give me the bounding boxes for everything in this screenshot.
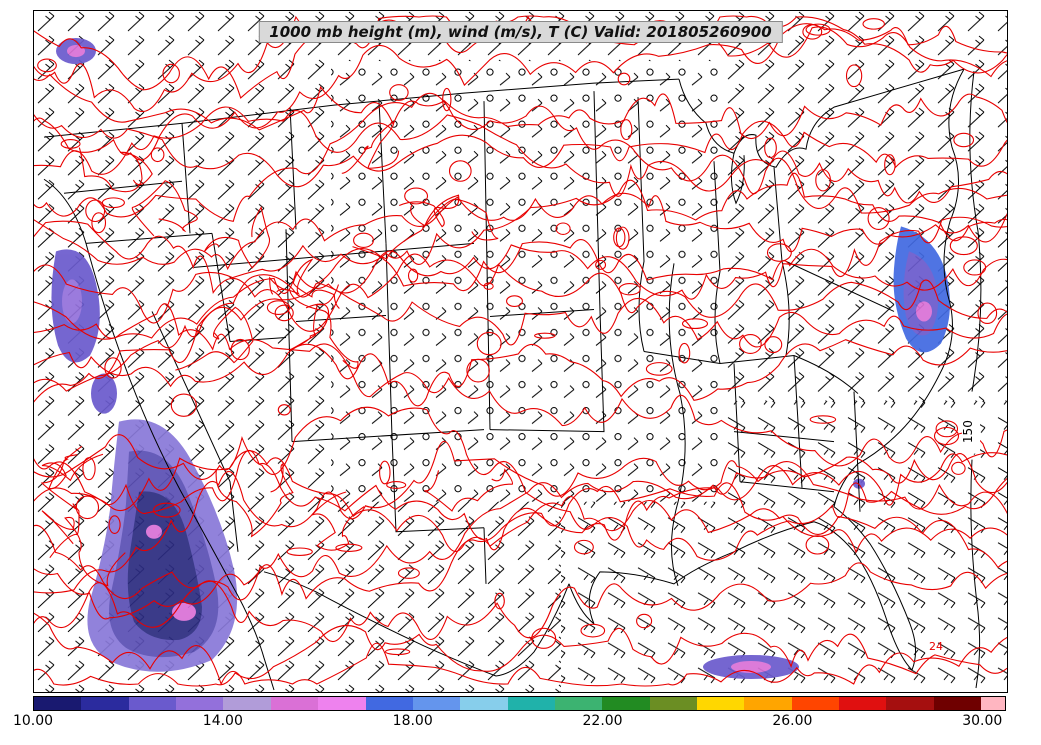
colorbar-segment	[223, 697, 271, 710]
colorbar-segment	[602, 697, 650, 710]
contour-label-group: 150 24	[929, 409, 980, 653]
contour-label-mask	[962, 409, 980, 454]
colorbar-segment	[933, 697, 982, 710]
colorbar-segment	[128, 697, 177, 710]
colorbar-segment	[507, 697, 555, 710]
colorbar-segment	[270, 697, 319, 710]
colorbar-segment	[365, 697, 413, 710]
colorbar-tick-labels: 10.00 14.00 18.00 22.00 26.00 30.00	[13, 713, 1006, 735]
colorbar-segment	[412, 697, 461, 710]
colorbar-segment	[34, 697, 82, 710]
colorbar-segment	[791, 697, 840, 710]
colorbar-segment	[176, 697, 224, 710]
cold-temperature-shading	[51, 38, 950, 679]
colorbar-tick: 30.00	[962, 713, 1003, 729]
colorbar-segment	[839, 697, 887, 710]
temperature-contour-label: 24	[929, 640, 943, 653]
colorbar	[33, 696, 1006, 711]
colorbar-tick: 14.00	[202, 713, 243, 729]
colorbar-segment	[318, 697, 366, 710]
colorbar-segment	[886, 697, 934, 710]
plot-title: 1000 mb height (m), wind (m/s), T (C) Va…	[258, 21, 783, 43]
map-artwork: 150 24	[34, 11, 1007, 692]
colorbar-segment	[649, 697, 698, 710]
colorbar-overflow-segment	[981, 697, 1005, 710]
colorbar-tick: 10.00	[12, 713, 54, 729]
colorbar-segment	[744, 697, 792, 710]
height-contour-label: 150	[961, 420, 975, 443]
colorbar-segment	[81, 697, 129, 710]
colorbar-tick: 22.00	[582, 713, 623, 729]
colorbar-segment	[460, 697, 508, 710]
colorbar-tick: 18.00	[392, 713, 433, 729]
colorbar-segment	[697, 697, 745, 710]
colorbar-segment	[554, 697, 603, 710]
colorbar-tick: 26.00	[772, 713, 813, 729]
map-plot-area: 150 24 1000 mb height (m), wind (m/s), T…	[33, 10, 1008, 693]
